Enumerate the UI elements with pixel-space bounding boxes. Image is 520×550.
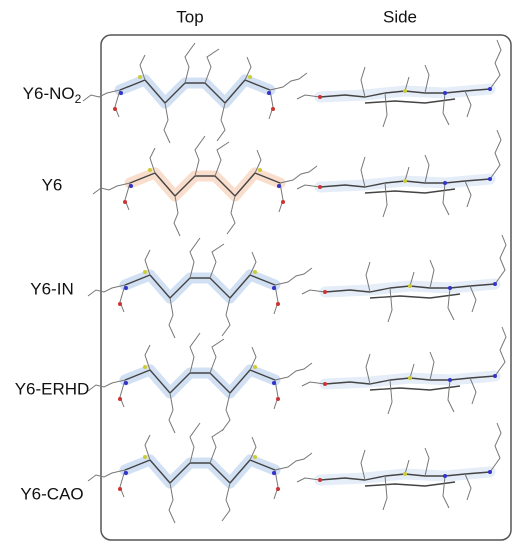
row-label: Y6-CAO bbox=[20, 484, 83, 503]
row-label: Y6-NO2 bbox=[23, 84, 82, 106]
molecule-image bbox=[297, 40, 501, 127]
molecule-image bbox=[83, 43, 307, 143]
molecule-image bbox=[88, 333, 312, 433]
molecule-image bbox=[297, 423, 501, 510]
column-header: Side bbox=[383, 7, 417, 26]
column-header: Top bbox=[176, 7, 203, 26]
row-label-text: Y6-NO bbox=[23, 84, 75, 103]
row-label: Y6 bbox=[42, 175, 63, 194]
row-label: Y6-IN bbox=[30, 279, 73, 298]
molecule-image bbox=[297, 130, 501, 217]
panel-frame bbox=[100, 34, 512, 541]
molecule-image bbox=[88, 238, 312, 338]
molecules bbox=[83, 40, 506, 523]
row-label-subscript: 2 bbox=[75, 92, 82, 106]
molecule-image bbox=[88, 423, 312, 523]
row-label: Y6-ERHD bbox=[15, 379, 90, 398]
molecule-image bbox=[302, 327, 506, 414]
molecule-image bbox=[93, 136, 317, 236]
molecule-image bbox=[302, 235, 506, 322]
